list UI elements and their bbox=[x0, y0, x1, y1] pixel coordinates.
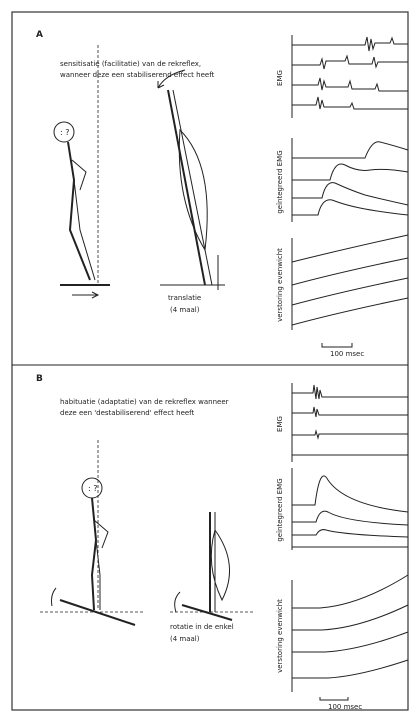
movement-label: translatie bbox=[168, 294, 201, 302]
traces: EMG geïntegreerd EMG verstoring evenwich… bbox=[276, 35, 409, 358]
repeats-label: (4 maal) bbox=[170, 306, 200, 314]
trace-label: EMG bbox=[276, 70, 284, 86]
scale-label: 100 msec bbox=[330, 350, 364, 358]
panel-a: A sensitisatie (facilitatie) van de rekr… bbox=[36, 30, 409, 358]
svg-text:: ?: : ? bbox=[88, 484, 97, 493]
panel-label: B bbox=[36, 374, 43, 384]
trace-label: geïntegreerd EMG bbox=[276, 150, 284, 213]
caption: deze een 'destabiliserend' effect heeft bbox=[60, 409, 195, 417]
trace-label: verstoring evenwicht bbox=[276, 599, 284, 673]
muscle-model bbox=[170, 512, 255, 621]
traces: EMG geïntegreerd EMG verstoring evenwich… bbox=[276, 383, 409, 711]
stick-figure: : ? bbox=[53, 45, 110, 299]
caption: wanneer deze een stabiliserend effect he… bbox=[60, 71, 215, 79]
scale-label: 100 msec bbox=[328, 703, 362, 711]
caption: sensitisatie (facilitatie) van de rekref… bbox=[60, 60, 201, 68]
trace-label: geïntegreerd EMG bbox=[276, 478, 284, 541]
panel-b: B habituatie (adaptatie) van de rekrefle… bbox=[36, 374, 409, 711]
svg-text:: ?: : ? bbox=[60, 128, 69, 137]
panel-label: A bbox=[36, 30, 43, 40]
caption: habituatie (adaptatie) van de rekreflex … bbox=[60, 398, 229, 406]
trace-label: EMG bbox=[276, 416, 284, 432]
movement-label: rotatie in de enkel bbox=[170, 623, 234, 631]
repeats-label: (4 maal) bbox=[170, 635, 200, 643]
stick-figure: : ? bbox=[40, 440, 145, 626]
trace-label: verstoring evenwicht bbox=[276, 248, 284, 322]
muscle-model bbox=[157, 69, 225, 290]
